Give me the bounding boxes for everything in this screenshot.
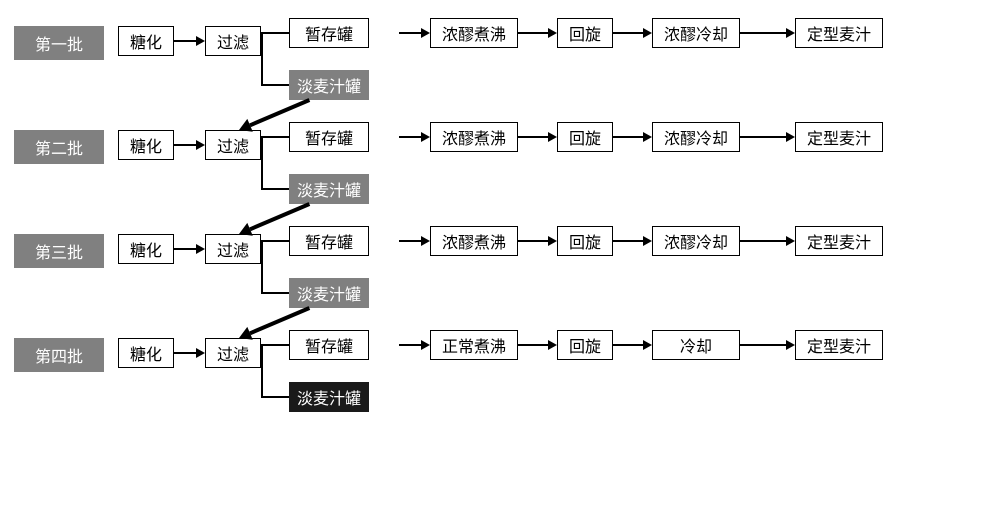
branches: 暂存罐 正常煮沸 回旋 冷却 定型麦汁淡麦汁罐 [289,330,883,412]
arrow-right [740,132,795,142]
branch-bottom: 淡麦汁罐 [289,382,883,412]
arrow-right [518,28,557,38]
branch-bottom: 淡麦汁罐 [289,174,883,204]
light-wort-tank-box: 淡麦汁罐 [289,278,369,308]
boil-box: 浓醪煮沸 [430,18,518,48]
branch-bottom: 淡麦汁罐 [289,70,883,100]
holding-tank-box: 暂存罐 [289,18,369,48]
arrow-right [399,132,430,142]
branches: 暂存罐 浓醪煮沸 回旋 浓醪冷却 定型麦汁淡麦汁罐 [289,226,883,308]
arrow-right [613,28,652,38]
arrow-right [174,36,205,46]
filter-box: 过滤 [205,338,261,368]
branch-wrap: 暂存罐 浓醪煮沸 回旋 浓醪冷却 定型麦汁淡麦汁罐 [261,226,883,308]
light-wort-tank-box: 淡麦汁罐 [289,382,369,412]
filter-box: 过滤 [205,130,261,160]
split-bracket [261,18,289,100]
branches: 暂存罐 浓醪煮沸 回旋 浓醪冷却 定型麦汁淡麦汁罐 [289,18,883,100]
branch-wrap: 暂存罐 浓醪煮沸 回旋 浓醪冷却 定型麦汁淡麦汁罐 [261,18,883,100]
flow-row: 第二批糖化 过滤暂存罐 浓醪煮沸 回旋 浓醪冷却 定型麦汁淡麦汁罐 [14,122,986,204]
cool-box: 浓醪冷却 [652,122,740,152]
arrow-right [518,132,557,142]
stage-mash-filter: 糖化 过滤 [118,234,261,264]
branch-bottom: 淡麦汁罐 [289,278,883,308]
branch-top: 暂存罐 浓醪煮沸 回旋 浓醪冷却 定型麦汁 [289,226,883,256]
final-box: 定型麦汁 [795,18,883,48]
mash-box: 糖化 [118,338,174,368]
arrow-right [740,236,795,246]
branch-top: 暂存罐 正常煮沸 回旋 冷却 定型麦汁 [289,330,883,360]
flow-row: 第一批糖化 过滤暂存罐 浓醪煮沸 回旋 浓醪冷却 定型麦汁淡麦汁罐 [14,18,986,100]
final-box: 定型麦汁 [795,122,883,152]
boil-box: 正常煮沸 [430,330,518,360]
split-bracket [261,226,289,308]
branches: 暂存罐 浓醪煮沸 回旋 浓醪冷却 定型麦汁淡麦汁罐 [289,122,883,204]
branch-top: 暂存罐 浓醪煮沸 回旋 浓醪冷却 定型麦汁 [289,18,883,48]
arrow-right [399,236,430,246]
batch-label: 第二批 [14,130,104,164]
cool-box: 浓醪冷却 [652,226,740,256]
branch-wrap: 暂存罐 正常煮沸 回旋 冷却 定型麦汁淡麦汁罐 [261,330,883,412]
cool-box: 浓醪冷却 [652,18,740,48]
arrow-right [518,236,557,246]
holding-tank-box: 暂存罐 [289,122,369,152]
boil-box: 浓醪煮沸 [430,226,518,256]
mash-box: 糖化 [118,26,174,56]
spin-box: 回旋 [557,330,613,360]
filter-box: 过滤 [205,26,261,56]
stage-mash-filter: 糖化 过滤 [118,26,261,56]
batch-label: 第四批 [14,338,104,372]
batch-label: 第一批 [14,26,104,60]
arrow-right [740,28,795,38]
stage-mash-filter: 糖化 过滤 [118,130,261,160]
holding-tank-box: 暂存罐 [289,330,369,360]
arrow-right [613,132,652,142]
boil-box: 浓醪煮沸 [430,122,518,152]
spin-box: 回旋 [557,122,613,152]
arrow-right [518,340,557,350]
cool-box: 冷却 [652,330,740,360]
filter-box: 过滤 [205,234,261,264]
stage-mash-filter: 糖化 过滤 [118,338,261,368]
arrow-right [174,348,205,358]
flow-row: 第三批糖化 过滤暂存罐 浓醪煮沸 回旋 浓醪冷却 定型麦汁淡麦汁罐 [14,226,986,308]
arrow-right [174,244,205,254]
split-bracket [261,122,289,204]
arrow-right [399,340,430,350]
arrow-right [174,140,205,150]
final-box: 定型麦汁 [795,226,883,256]
branch-wrap: 暂存罐 浓醪煮沸 回旋 浓醪冷却 定型麦汁淡麦汁罐 [261,122,883,204]
flow-row: 第四批糖化 过滤暂存罐 正常煮沸 回旋 冷却 定型麦汁淡麦汁罐 [14,330,986,412]
mash-box: 糖化 [118,130,174,160]
holding-tank-box: 暂存罐 [289,226,369,256]
arrow-right [613,236,652,246]
batch-label: 第三批 [14,234,104,268]
final-box: 定型麦汁 [795,330,883,360]
spin-box: 回旋 [557,18,613,48]
arrow-right [399,28,430,38]
split-bracket [261,330,289,412]
spin-box: 回旋 [557,226,613,256]
arrow-right [740,340,795,350]
mash-box: 糖化 [118,234,174,264]
arrow-right [613,340,652,350]
light-wort-tank-box: 淡麦汁罐 [289,174,369,204]
light-wort-tank-box: 淡麦汁罐 [289,70,369,100]
branch-top: 暂存罐 浓醪煮沸 回旋 浓醪冷却 定型麦汁 [289,122,883,152]
